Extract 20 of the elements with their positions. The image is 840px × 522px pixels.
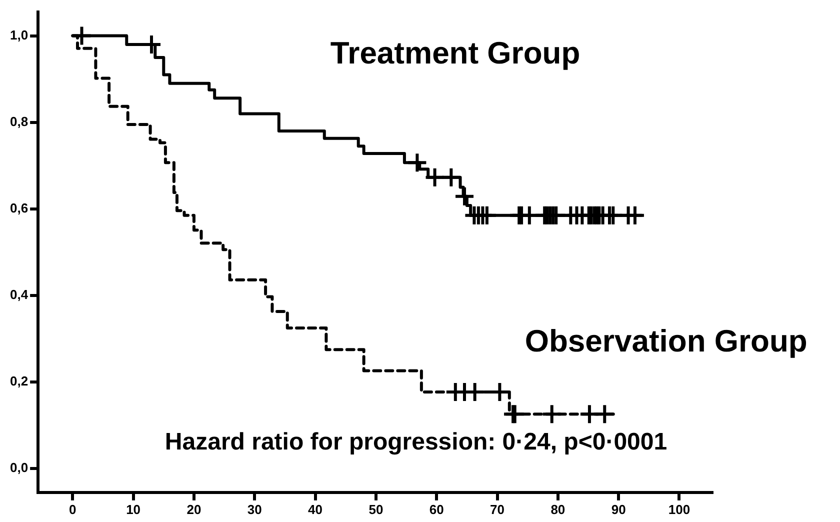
y-tick-label: 0,6 xyxy=(10,200,28,216)
x-tick-label: 100 xyxy=(668,502,690,517)
y-tick-label: 0,4 xyxy=(10,287,29,302)
x-tick-label: 90 xyxy=(611,502,626,517)
x-tick-label: 70 xyxy=(490,502,504,517)
y-tick-label: 1,0 xyxy=(10,27,28,42)
x-tick-label: 0 xyxy=(69,502,76,517)
x-tick-label: 20 xyxy=(186,502,202,517)
x-tick-label: 60 xyxy=(429,502,444,517)
y-tick-label: 0,2 xyxy=(10,374,28,389)
x-tick-label: 10 xyxy=(126,502,141,517)
annotation: Hazard ratio for progression: 0·24, p<0·0001 xyxy=(164,428,668,456)
x-tick-label: 40 xyxy=(308,502,323,517)
y-tick-label: 0,0 xyxy=(10,460,28,476)
series-label: Treatment Group xyxy=(330,35,580,70)
x-tick-label: 50 xyxy=(368,502,384,517)
x-tick-label: 80 xyxy=(550,502,566,517)
series-label: Observation Group xyxy=(524,324,808,358)
x-tick-label: 30 xyxy=(247,502,262,517)
y-tick-label: 0,8 xyxy=(10,114,28,129)
